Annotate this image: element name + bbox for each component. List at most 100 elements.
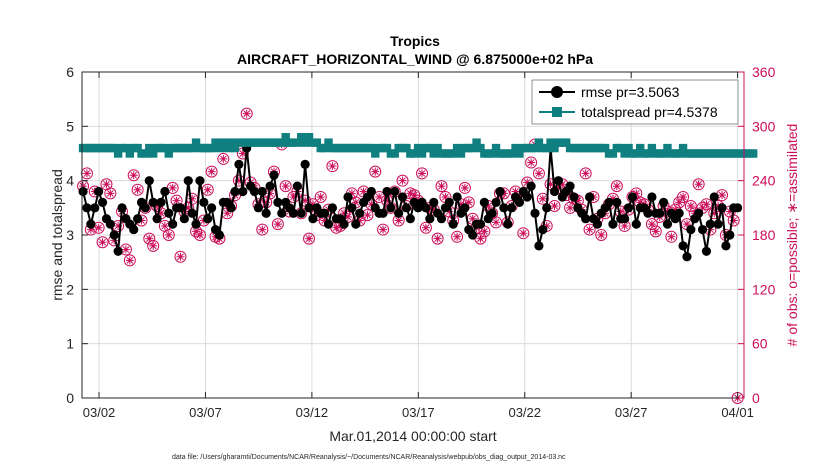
obs-possible-marker — [131, 183, 144, 196]
obs-assimilated-marker — [464, 198, 473, 207]
spread-point — [413, 143, 423, 153]
obs-possible-marker — [649, 225, 662, 238]
spread-point — [110, 143, 119, 153]
rmse-point — [183, 176, 193, 186]
spread-point — [616, 143, 625, 153]
rmse-point — [503, 219, 513, 229]
obs-possible-marker — [595, 229, 608, 241]
obs-assimilated-marker — [273, 220, 282, 229]
obs-assimilated-marker — [149, 241, 158, 250]
obs-assimilated-marker — [301, 196, 310, 205]
obs-assimilated-marker — [86, 225, 95, 234]
rmse-point — [705, 219, 715, 229]
obs-assimilated-marker — [597, 231, 606, 239]
rmse-point — [249, 186, 260, 197]
obs-possible-marker — [684, 200, 697, 213]
y-right-tick-label: 0 — [752, 390, 760, 406]
spread-point — [371, 149, 380, 158]
obs-possible-marker — [532, 167, 545, 180]
totalspread-series — [78, 133, 758, 158]
spread-point — [663, 143, 672, 153]
spread-point — [632, 149, 641, 158]
spread-point — [133, 143, 142, 153]
rmse-point — [300, 159, 310, 169]
rmse-point — [452, 192, 462, 202]
obs-assimilated-marker — [172, 196, 181, 205]
spread-point — [145, 143, 154, 153]
obs-assimilated-marker — [94, 223, 103, 232]
obs-count-point — [692, 178, 705, 191]
obs-assimilated-marker — [367, 200, 376, 209]
rmse-series — [78, 143, 743, 262]
rmse-point — [187, 208, 197, 218]
rmse-point — [421, 203, 431, 213]
obs-possible-marker — [396, 174, 409, 187]
spread-point — [659, 149, 668, 158]
obs-assimilated-marker — [686, 202, 695, 211]
spread-point — [456, 149, 466, 158]
spread-point — [620, 149, 629, 158]
obs-assimilated-marker — [725, 207, 734, 216]
rmse-point — [479, 197, 489, 207]
obs-count-point — [645, 218, 658, 231]
obs-possible-marker — [384, 201, 397, 214]
obs-possible-marker — [80, 167, 93, 180]
obs-possible-marker — [369, 165, 382, 178]
obs-possible-marker — [377, 223, 390, 236]
obs-assimilated-marker — [441, 192, 450, 201]
obs-count-point — [186, 192, 199, 205]
obs-assimilated-marker — [682, 220, 691, 229]
obs-possible-marker — [314, 190, 327, 203]
obs-assimilated-marker — [433, 234, 442, 243]
spread-point — [148, 149, 158, 158]
obs-assimilated-marker — [153, 202, 162, 211]
obs-possible-marker — [326, 160, 339, 173]
obs-possible-marker — [435, 180, 448, 193]
obs-assimilated-marker — [492, 218, 501, 227]
y-left-tick-label: 2 — [66, 281, 74, 297]
obs-assimilated-marker — [281, 182, 290, 191]
obs-assimilated-marker — [581, 169, 590, 178]
spread-point — [219, 138, 228, 147]
x-tick-label: 03/07 — [189, 405, 222, 420]
obs-assimilated-marker — [694, 180, 703, 189]
obs-possible-marker — [147, 239, 160, 252]
obs-possible-marker — [458, 181, 471, 194]
obs-count-point — [377, 223, 390, 236]
obs-assimilated-marker — [671, 205, 680, 214]
rmse-point — [265, 181, 275, 191]
rmse-point — [429, 197, 439, 207]
rmse-point — [522, 192, 532, 202]
obs-assimilated-marker — [445, 207, 454, 216]
rmse-point — [487, 208, 497, 218]
chart-title-line1: Tropics — [390, 33, 440, 49]
y-left-tick-label: 4 — [66, 173, 74, 189]
rmse-point — [725, 230, 735, 240]
obs-possible-marker — [419, 221, 432, 234]
spread-point — [429, 149, 438, 158]
rmse-point — [686, 224, 696, 235]
spread-point — [121, 143, 131, 153]
rmse-point — [94, 186, 104, 197]
obs-assimilated-marker — [82, 169, 91, 178]
obs-possible-marker — [205, 165, 218, 178]
obs-assimilated-marker — [527, 158, 536, 167]
x-tick-label: 03/17 — [402, 405, 435, 420]
obs-possible-marker — [536, 192, 549, 205]
obs-assimilated-marker — [242, 109, 251, 118]
obs-count-point — [143, 232, 156, 245]
x-tick-label: 03/22 — [508, 405, 541, 420]
rmse-point — [394, 208, 404, 218]
legend: rmse pr=3.5063 totalspread pr=4.5378 — [531, 79, 739, 125]
obs-count-point — [532, 167, 545, 180]
rmse-point — [273, 197, 283, 207]
spread-point — [293, 138, 302, 147]
rmse-point — [261, 208, 271, 218]
rmse-point — [620, 214, 630, 224]
rmse-point — [530, 208, 540, 218]
x-tick-label: 04/01 — [721, 405, 754, 420]
spread-point — [277, 138, 286, 147]
rmse-point — [674, 208, 684, 218]
rmse-point — [386, 203, 396, 213]
obs-possible-marker — [303, 232, 316, 245]
